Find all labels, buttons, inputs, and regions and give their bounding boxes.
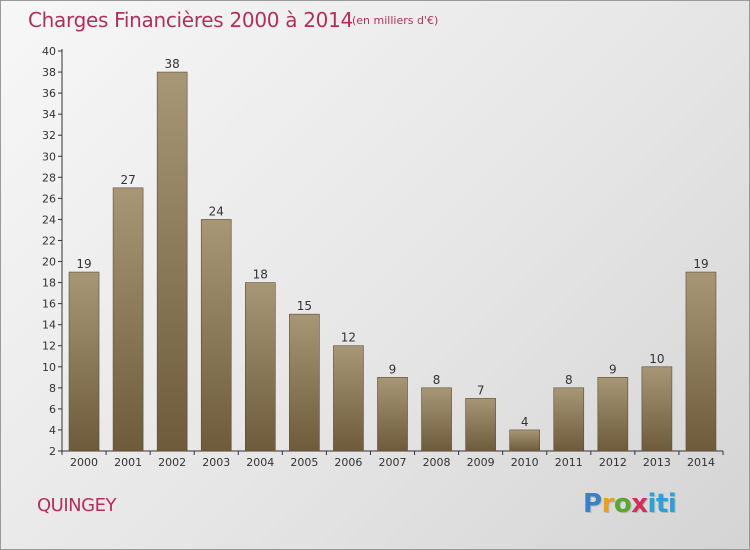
x-tick-label: 2009 <box>467 456 495 469</box>
logo-letter: x <box>631 489 648 519</box>
y-tick-label: 38 <box>42 66 56 79</box>
bar <box>685 271 717 452</box>
logo-letter: o <box>613 489 632 519</box>
x-tick-label: 2010 <box>511 456 539 469</box>
y-tick-label: 10 <box>42 361 56 374</box>
bar-value-label: 18 <box>253 268 268 282</box>
bar-value-label: 15 <box>297 299 312 313</box>
x-tick-label: 2014 <box>687 456 715 469</box>
bar-value-label: 8 <box>433 373 441 387</box>
bar <box>68 271 100 452</box>
x-tick-label: 2002 <box>158 456 186 469</box>
y-tick-label: 30 <box>42 150 56 163</box>
logo-letter: r <box>601 489 615 519</box>
bar <box>200 219 232 452</box>
y-tick-label: 24 <box>42 213 56 226</box>
bar-value-label: 7 <box>477 383 485 397</box>
x-tick-label: 2013 <box>643 456 671 469</box>
chart-axes: 2468101214161820222426283032343638402000… <box>42 45 724 469</box>
chart-bars: 19 27 38 24 18 15 12 9 8 7 4 8 9 10 19 <box>68 57 717 452</box>
bar-value-label: 24 <box>209 204 224 218</box>
bar <box>509 429 541 452</box>
commune-name: QUINGEY <box>37 495 116 516</box>
bar-value-label: 8 <box>565 373 573 387</box>
x-tick-label: 2003 <box>202 456 230 469</box>
x-tick-label: 2007 <box>379 456 407 469</box>
bar <box>465 398 496 452</box>
x-tick-label: 2004 <box>246 456 274 469</box>
x-tick-label: 2006 <box>334 456 362 469</box>
bar-value-label: 9 <box>389 362 397 376</box>
bar-value-label: 38 <box>165 57 180 71</box>
bar <box>377 377 408 452</box>
bar <box>112 187 144 452</box>
x-tick-label: 2012 <box>599 456 627 469</box>
bar <box>641 366 673 452</box>
bar <box>597 377 629 452</box>
y-tick-label: 40 <box>42 45 56 58</box>
logo-letter: iti <box>647 489 677 519</box>
bar <box>421 387 452 452</box>
y-tick-label: 26 <box>42 192 56 205</box>
bar-value-label: 12 <box>341 331 356 345</box>
bar-value-label: 19 <box>693 257 708 271</box>
bar-value-label: 27 <box>120 173 135 187</box>
y-tick-label: 4 <box>49 424 56 437</box>
y-tick-label: 8 <box>49 382 56 395</box>
y-tick-label: 12 <box>42 340 56 353</box>
bar-value-label: 4 <box>521 415 529 429</box>
x-tick-label: 2000 <box>70 456 98 469</box>
chart-subtitle: (en milliers d'€) <box>352 14 439 27</box>
chart-title: Charges Financières 2000 à 2014 <box>28 8 353 32</box>
bar <box>245 282 276 452</box>
x-tick-label: 2011 <box>555 456 583 469</box>
x-tick-label: 2001 <box>114 456 142 469</box>
y-tick-label: 32 <box>42 129 56 142</box>
y-tick-label: 22 <box>42 234 56 247</box>
y-tick-label: 14 <box>42 319 56 332</box>
y-tick-label: 16 <box>42 298 56 311</box>
bar-value-label: 9 <box>609 362 617 376</box>
bar <box>553 387 585 452</box>
y-tick-label: 36 <box>42 87 56 100</box>
bar-value-label: 19 <box>76 257 91 271</box>
bar <box>333 345 364 452</box>
bar-value-label: 10 <box>649 352 664 366</box>
bar <box>156 71 188 452</box>
y-tick-label: 18 <box>42 277 56 290</box>
y-tick-label: 2 <box>49 445 56 458</box>
y-tick-label: 6 <box>49 403 56 416</box>
logo-letter: P <box>583 489 602 519</box>
x-tick-label: 2008 <box>423 456 451 469</box>
y-tick-label: 34 <box>42 108 56 121</box>
bar <box>289 313 320 452</box>
x-tick-label: 2005 <box>290 456 318 469</box>
proxiti-logo[interactable]: Proxiti <box>583 489 677 519</box>
y-tick-label: 20 <box>42 256 56 269</box>
y-tick-label: 28 <box>42 171 56 184</box>
